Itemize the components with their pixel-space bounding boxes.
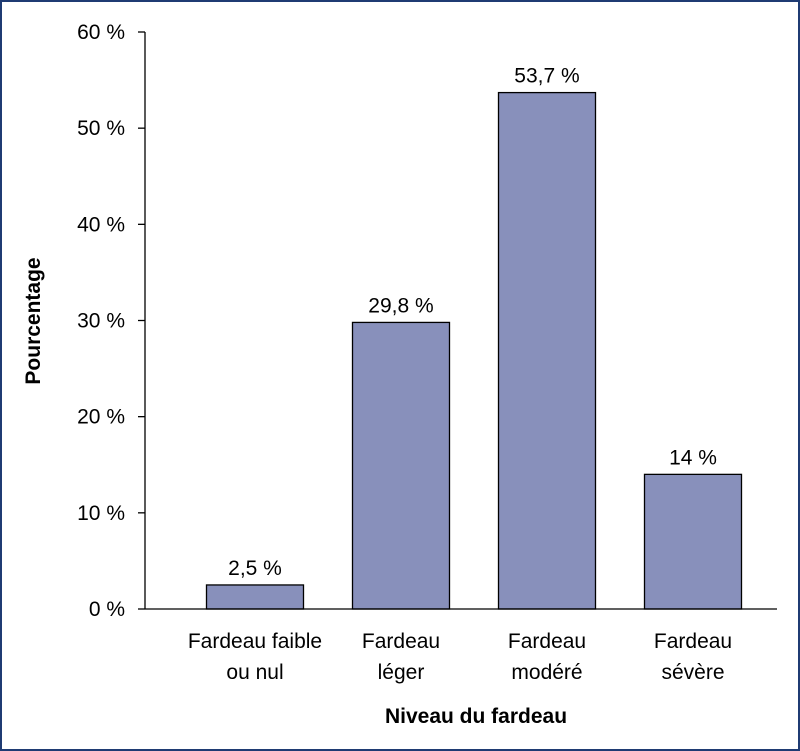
bar (205, 584, 305, 610)
y-tick-label: 60 % (77, 21, 125, 44)
x-tick-label: Fardeau sévère (654, 630, 732, 684)
x-tick-label: Fardeau léger (362, 630, 440, 684)
x-tick-label-line: ou nul (226, 661, 283, 684)
bar (497, 91, 597, 610)
x-tick-label: Fardeau faible ou nul (188, 630, 322, 684)
y-tick-label: 40 % (77, 213, 125, 236)
x-tick-label-line: sévère (661, 661, 724, 684)
y-tick-label: 0 % (89, 598, 125, 621)
y-tick-label: 20 % (77, 406, 125, 429)
bar (351, 321, 451, 610)
bars: 2,5 % 29,8 % 53,7 % 14 % (205, 65, 743, 610)
y-axis-title: Pourcentage (22, 257, 45, 384)
data-label: 2,5 % (228, 557, 282, 580)
y-tick-label: 50 % (77, 117, 125, 140)
x-tick-label-line: modéré (511, 661, 582, 684)
x-tick-label: Fardeau modéré (508, 630, 586, 684)
data-label: 53,7 % (514, 65, 579, 88)
y-axis: 0 % 10 % 20 % 30 % 40 % 50 % 60 % (77, 21, 146, 621)
x-axis: Fardeau faible ou nul Fardeau léger Fardeau m… (145, 608, 777, 684)
x-tick-label-line: Fardeau (654, 630, 732, 653)
x-tick-label-line: Fardeau (508, 630, 586, 653)
y-tick-label: 30 % (77, 310, 125, 333)
x-tick-label-line: Fardeau (362, 630, 440, 653)
y-tick-label: 10 % (77, 502, 125, 525)
data-label: 14 % (669, 446, 717, 469)
x-tick-label-line: Fardeau faible (188, 630, 322, 653)
x-axis-title: Niveau du fardeau (385, 705, 567, 728)
x-tick-label-line: léger (378, 661, 425, 684)
bar (643, 473, 743, 610)
data-label: 29,8 % (368, 294, 433, 317)
